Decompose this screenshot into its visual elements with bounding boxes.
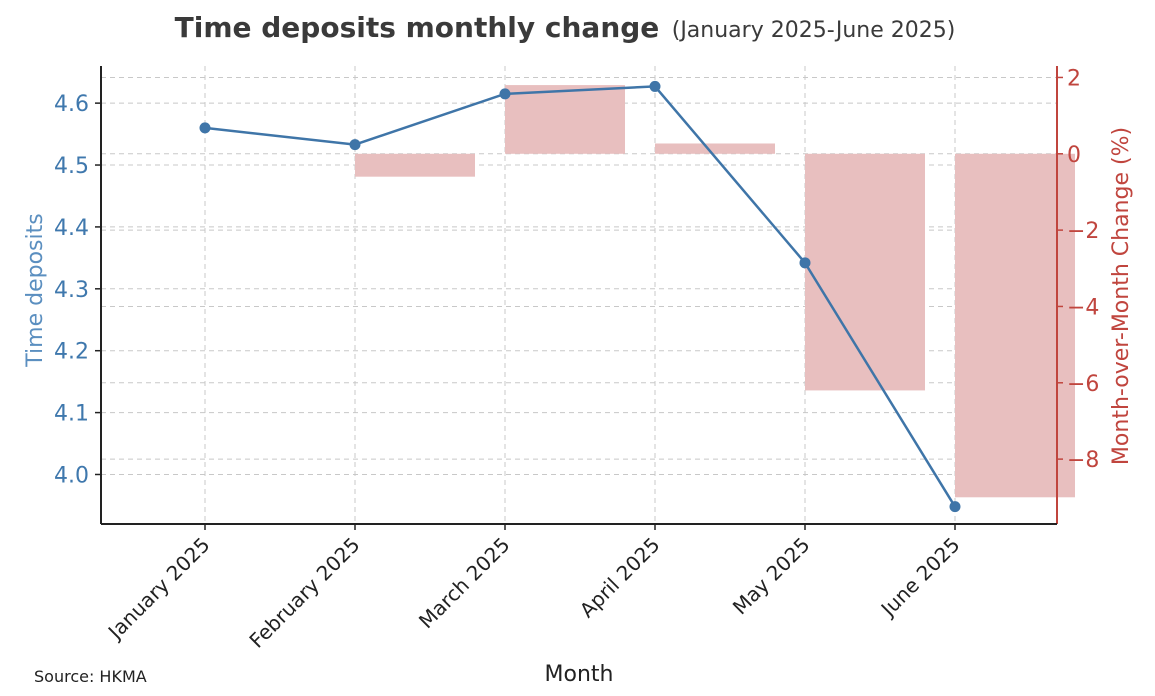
right-tick-label-4: −6	[1067, 372, 1099, 397]
right-tick-label-0: 2	[1067, 66, 1081, 91]
left-tick-label-3: 4.3	[54, 278, 89, 303]
bar-5	[955, 153, 1075, 498]
left-tick-label-5: 4.5	[54, 154, 89, 179]
axes	[100, 66, 1058, 525]
line-series	[199, 80, 961, 513]
left-tick-label-0: 4.0	[54, 463, 89, 488]
left-axis-ticks: 4.0 4.1 4.2 4.3 4.4 4.5 4.6	[54, 92, 101, 488]
bar-series	[355, 85, 1075, 498]
chart-title-main: Time deposits monthly change	[175, 11, 660, 44]
right-axis-label: Month-over-Month Change (%)	[1109, 127, 1134, 465]
left-tick-label-1: 4.1	[54, 402, 89, 427]
chart-subtitle: (January 2025-June 2025)	[672, 18, 956, 43]
line-point-4	[799, 257, 811, 269]
source-note: Source: HKMA	[34, 667, 147, 686]
x-tick-label-0: January 2025	[102, 533, 214, 645]
grid-lines	[101, 66, 1057, 524]
x-tick-label-3: April 2025	[575, 533, 665, 623]
left-tick-label-6: 4.6	[54, 92, 89, 117]
line-point-2	[499, 88, 511, 100]
x-axis-label: Month	[545, 662, 614, 687]
right-tick-label-5: −8	[1067, 448, 1099, 473]
right-tick-label-3: −4	[1067, 295, 1099, 320]
x-axis-ticks: January 2025 February 2025 March 2025 April…	[102, 524, 965, 653]
left-tick-label-2: 4.2	[54, 340, 89, 365]
right-tick-label-1: 0	[1067, 143, 1081, 168]
x-tick-label-4: May 2025	[728, 533, 815, 620]
x-tick-label-1: February 2025	[244, 533, 364, 653]
line-point-0	[199, 122, 211, 134]
x-tick-label-5: June 2025	[875, 533, 965, 623]
bar-1	[355, 153, 475, 177]
line-point-1	[349, 139, 361, 151]
line-point-5	[949, 501, 961, 513]
bar-4	[805, 153, 925, 391]
left-tick-label-4: 4.4	[54, 216, 89, 241]
left-axis-label: Time deposits	[23, 213, 48, 367]
line-point-3	[649, 80, 661, 92]
x-tick-label-2: March 2025	[414, 533, 515, 634]
right-axis-ticks: 2 0 −2 −4 −6 −8	[1057, 66, 1099, 473]
bar-2	[505, 85, 625, 154]
right-tick-label-2: −2	[1067, 219, 1099, 244]
bar-3	[655, 143, 775, 154]
line-path	[204, 85, 957, 508]
chart-title: Time deposits monthly change (January 20…	[175, 11, 956, 44]
